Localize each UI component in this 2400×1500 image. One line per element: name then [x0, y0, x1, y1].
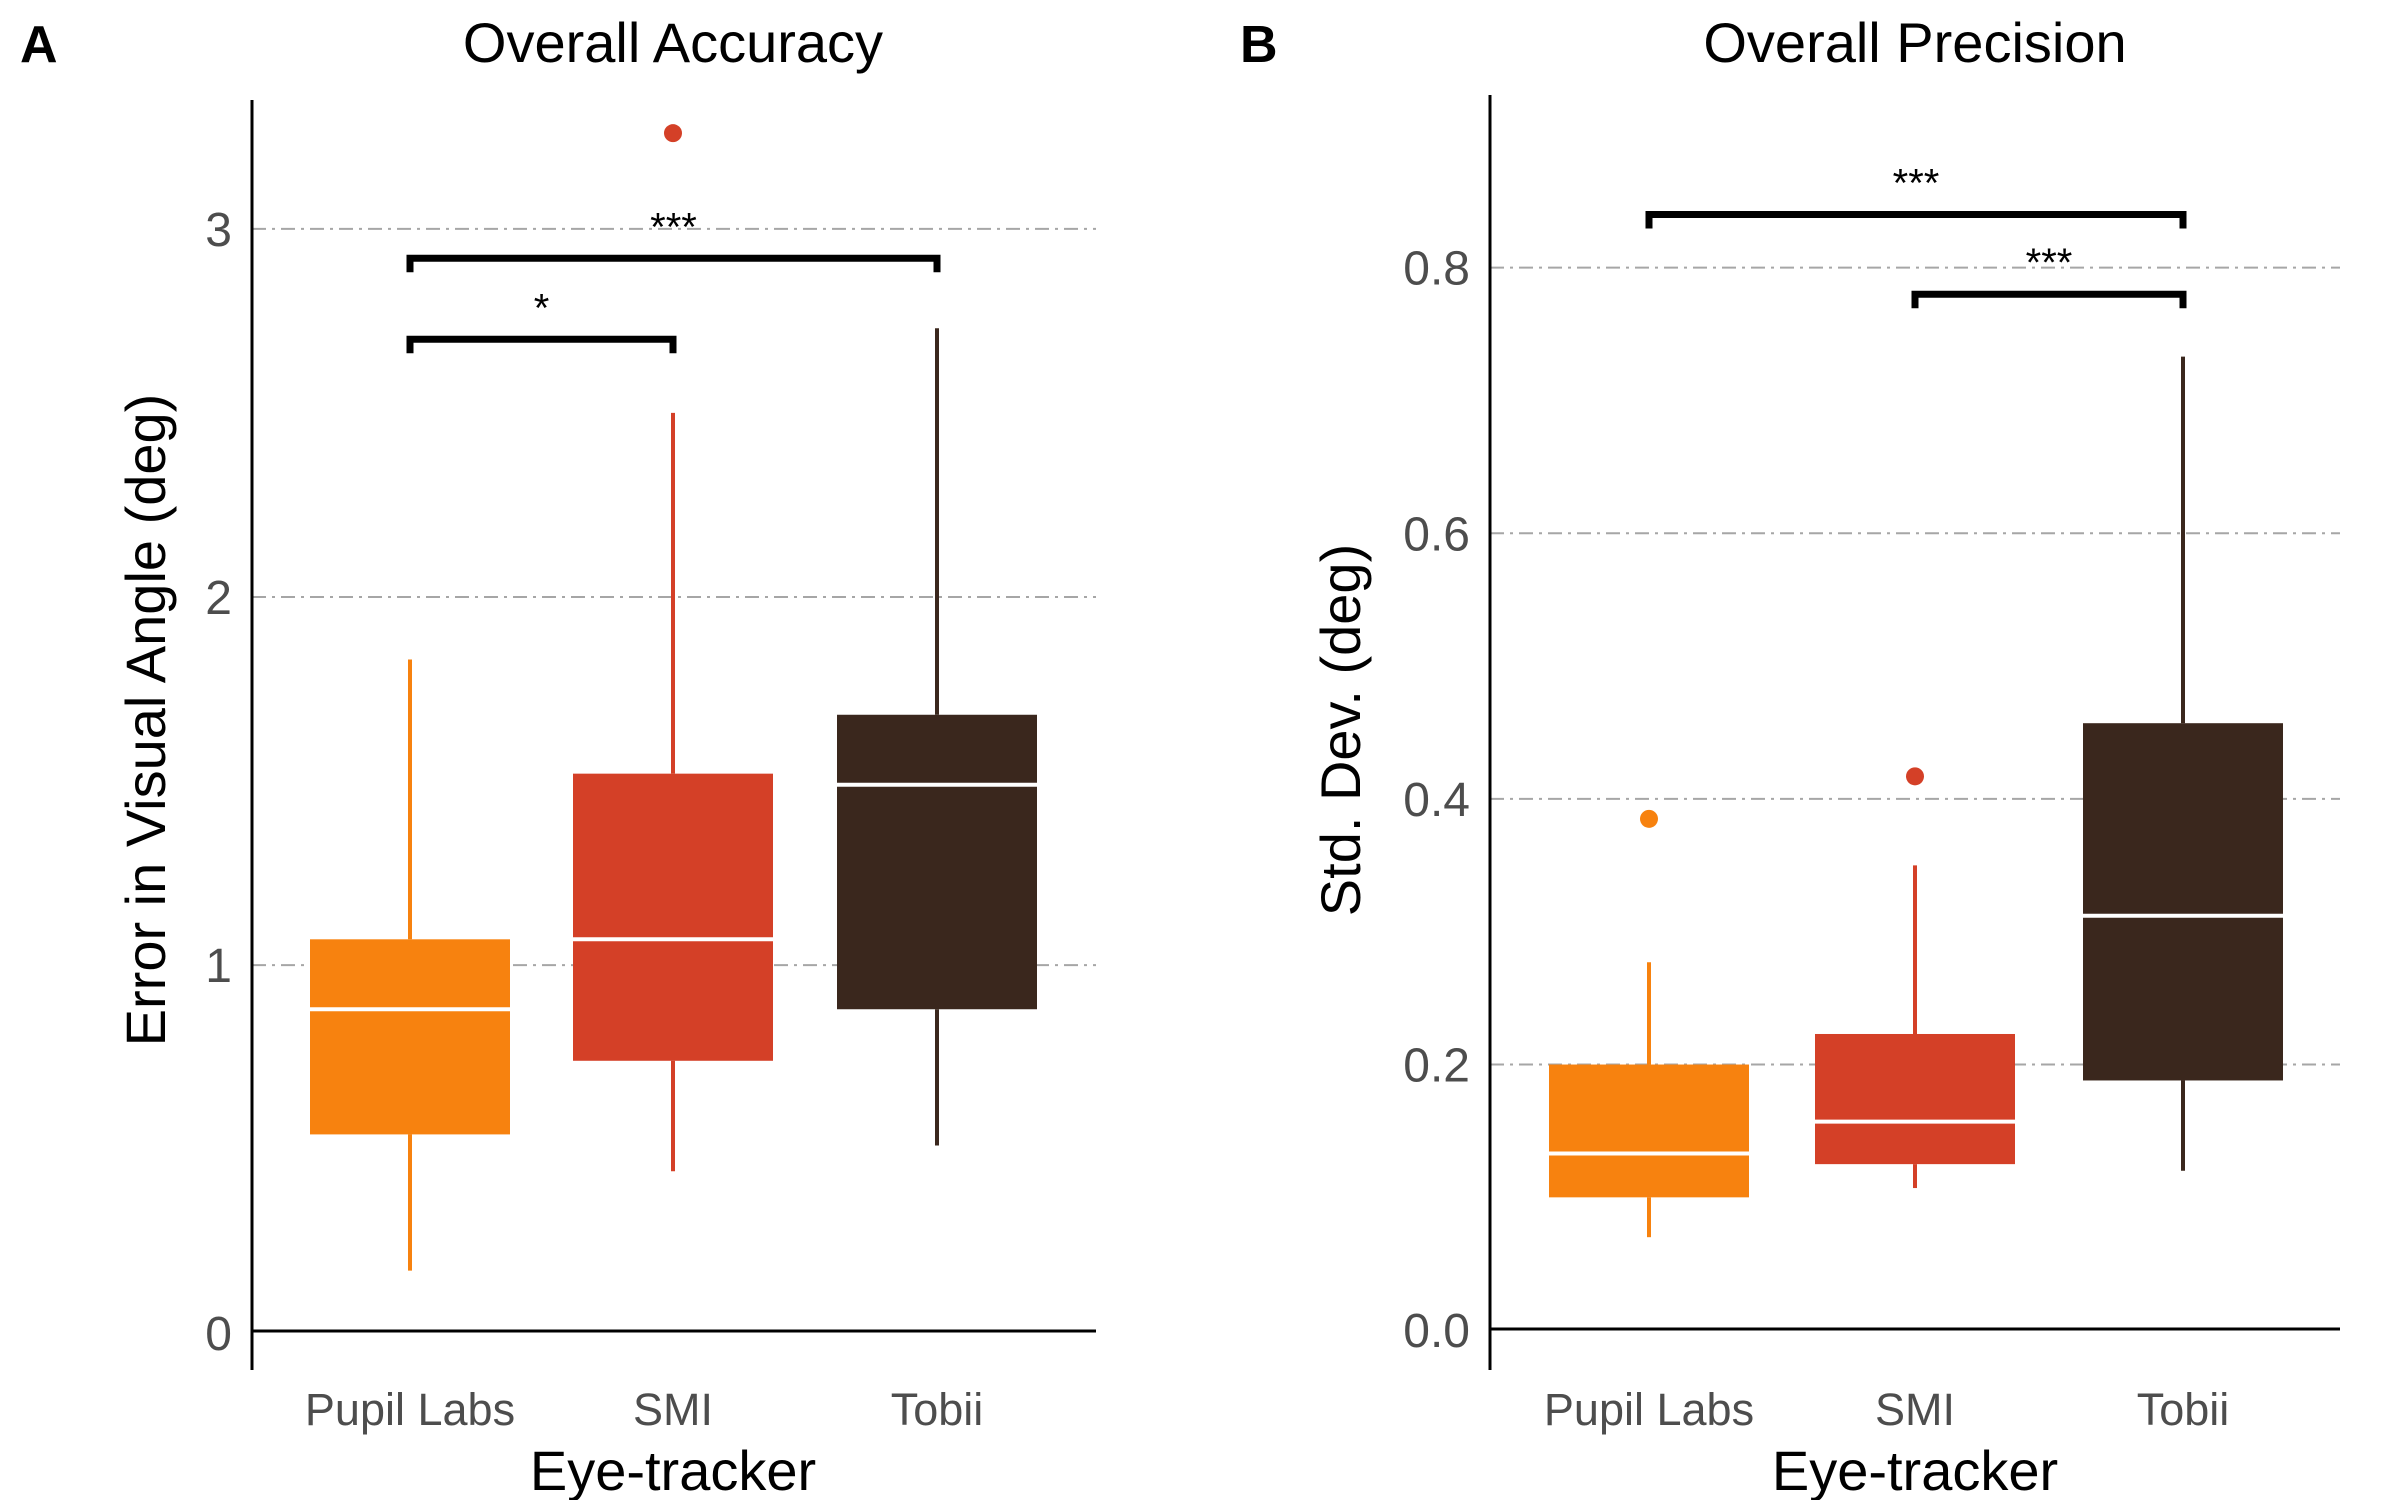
significance-label: *** — [650, 205, 697, 249]
significance-bracket — [406, 335, 677, 354]
y-tick-label: 0.4 — [1403, 774, 1470, 827]
box-tobii — [2083, 723, 2283, 1081]
x-tick-label: Tobii — [2137, 1384, 2230, 1435]
chart-title: Overall Precision — [1703, 11, 2126, 74]
outlier-point — [1906, 767, 1924, 786]
significance-bracket — [1645, 211, 2187, 229]
box-tobii — [837, 714, 1037, 1010]
x-tick-label: Pupil Labs — [305, 1384, 515, 1435]
y-tick-label: 0.0 — [1403, 1305, 1470, 1358]
significance-label: *** — [2026, 241, 2073, 285]
y-tick-label: 0.6 — [1403, 508, 1470, 561]
box-pupil-labs — [1549, 1064, 1749, 1198]
x-tick-label: Pupil Labs — [1544, 1384, 1754, 1435]
box-smi — [573, 773, 773, 1061]
x-tick-label: SMI — [1875, 1384, 1955, 1435]
panel-a: A Overall Accuracy 0 1 2 3 Pupil Labs SMI Tobii E… — [20, 11, 1096, 1500]
box-smi — [1815, 1033, 2015, 1165]
y-tick-label: 3 — [205, 204, 232, 257]
chart-title: Overall Accuracy — [463, 11, 883, 74]
outlier-point — [1640, 809, 1658, 828]
y-axis-title: Std. Dev. (deg) — [1309, 544, 1372, 916]
x-tick-label: Tobii — [891, 1384, 984, 1435]
significance-bracket — [406, 254, 941, 273]
x-tick-label: SMI — [633, 1384, 713, 1435]
panel-letter: B — [1240, 16, 1278, 74]
y-tick-label: 0 — [205, 1308, 232, 1361]
significance-label: *** — [1893, 162, 1940, 206]
y-tick-label: 0.8 — [1403, 243, 1470, 296]
x-axis-title: Eye-tracker — [530, 1439, 816, 1500]
panel-letter: A — [20, 16, 58, 74]
y-tick-label: 0.2 — [1403, 1040, 1470, 1093]
panel-b: B Overall Precision 0.0 0.2 0.4 0.6 0.8 Pupil L… — [1240, 11, 2340, 1500]
significance-label: * — [534, 286, 550, 330]
outlier-point — [664, 124, 682, 143]
y-axis-title: Error in Visual Angle (deg) — [114, 394, 177, 1047]
significance-bracket — [1911, 290, 2187, 309]
y-tick-label: 1 — [205, 940, 232, 993]
y-tick-label: 2 — [205, 572, 232, 625]
x-axis-title: Eye-tracker — [1772, 1439, 2058, 1500]
box-pupil-labs — [310, 939, 510, 1135]
